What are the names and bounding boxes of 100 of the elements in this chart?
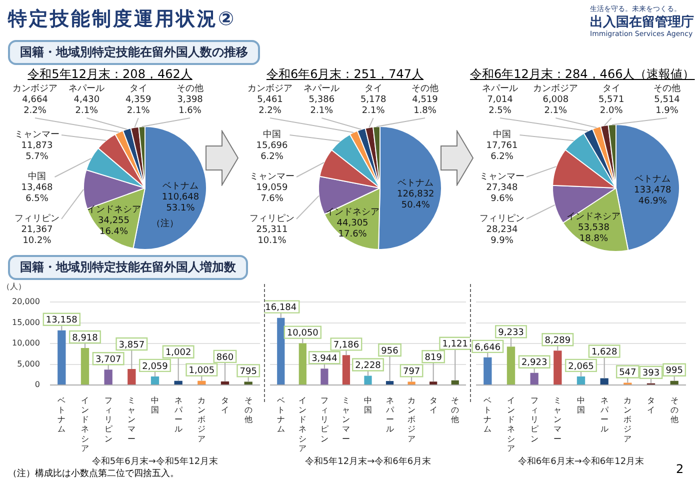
slice-label: ネパール: [482, 84, 518, 94]
y-tick-label: 10,000: [12, 338, 40, 348]
data-label: 9,233: [498, 328, 524, 338]
bar: [244, 382, 252, 384]
data-label: 393: [642, 368, 660, 379]
text: 国籍・地域別特定技能在留外国人数の推移: [8, 40, 260, 65]
x-tick-label: ベトナム: [484, 396, 492, 434]
bar: [364, 376, 372, 384]
data-label: 53,538 18.8%: [578, 222, 610, 244]
slice-label: インドネシア: [86, 204, 141, 215]
x-tick-label: タイ: [429, 396, 438, 414]
data-label: 5,571 2.0%: [598, 94, 624, 116]
data-label: 3,857: [118, 340, 145, 350]
data-label: 1,002: [165, 348, 192, 358]
text: 2: [676, 462, 684, 476]
y-tick-label: 5,000: [17, 359, 40, 368]
slice-label: タイ: [602, 84, 620, 94]
bar: [484, 357, 492, 384]
data-label: 4,519 1.8%: [412, 94, 438, 116]
slice-label: タイ: [364, 84, 382, 94]
slice-label: ベトナム: [634, 174, 671, 184]
x-tick-label: 中国: [577, 396, 585, 414]
bar: [58, 330, 66, 384]
data-label: 956: [381, 346, 399, 356]
data-label: 133,478 46.9%: [634, 185, 672, 206]
text: 特定技能制度運用状況②: [8, 7, 236, 32]
data-label: 819: [424, 352, 442, 363]
slice-label: ネパール: [68, 84, 105, 94]
data-label: 28,234 9.9%: [486, 224, 518, 246]
x-tick-label: カンボジア: [198, 396, 206, 444]
data-label: 7,186: [333, 340, 360, 351]
text: （注）構成比は小数点第二位で四捨五入。: [8, 468, 179, 480]
slice-label: 中国: [493, 128, 511, 140]
bar: [174, 380, 182, 384]
slice-label: フィリピン: [14, 212, 60, 224]
data-label: 6,008 2.1%: [542, 94, 569, 116]
bar: [198, 380, 206, 384]
data-label: 5,514 1.9%: [654, 94, 680, 116]
data-label: 5,386 2.1%: [308, 94, 335, 116]
slice-label: 中国: [263, 128, 281, 140]
bar: [576, 376, 586, 384]
x-tick-label: ミャンマー: [342, 396, 350, 444]
bar: [530, 372, 538, 384]
data-label: 8,918: [72, 333, 98, 344]
data-label: 11,873 5.7%: [21, 140, 53, 162]
bar: [554, 350, 562, 384]
x-tick-label: フィリピン: [104, 396, 112, 444]
data-label: 25,311 10.1%: [256, 224, 288, 246]
slice-label: カンボジア: [12, 82, 58, 94]
chart-title: 令和6年12月末：284，466人（速報値）: [470, 66, 695, 83]
slice-label: ミャンマー: [250, 172, 294, 182]
slice-label: ミャンマー: [14, 130, 60, 140]
slice-label: その他: [412, 82, 438, 94]
y-tick-label: 0: [34, 380, 40, 390]
x-tick-label: ネパール: [173, 396, 184, 434]
x-tick-label: ネパール: [384, 396, 395, 434]
data-label: 10,050: [286, 328, 319, 339]
data-label: 16,184: [265, 303, 297, 314]
bar: [408, 382, 416, 384]
data-label: 27,348 9.6%: [486, 182, 518, 204]
data-label: 3,944: [312, 354, 338, 364]
x-tick-label: その他: [244, 396, 252, 424]
data-label: 17,761 6.2%: [486, 140, 518, 162]
text: 国籍・地域別特定技能在留外国人増加数: [8, 255, 248, 280]
data-label: 15,696 6.2%: [256, 140, 288, 162]
bar: [386, 381, 394, 384]
data-label: 1,005: [188, 366, 215, 376]
slice-label: その他: [176, 82, 204, 94]
x-tick-label: その他: [451, 396, 460, 424]
x-axis-title: 令和6年6月末→令和6年12月末: [518, 456, 644, 467]
slice-label: ネパール: [304, 84, 340, 94]
bar: [104, 370, 112, 384]
x-axis-title: 令和5年6月末→令和5年12月末: [92, 456, 218, 467]
data-label: 110,648 53.1%: [162, 192, 200, 214]
bar: [128, 368, 136, 384]
slice-label: 中国: [28, 170, 46, 182]
x-tick-label: フィリピン: [530, 396, 538, 444]
bar: [430, 382, 438, 384]
data-label: 2,065: [568, 362, 594, 372]
x-tick-label: ベトナム: [58, 396, 66, 434]
data-label: 3,707: [95, 354, 122, 365]
text: 出入国在留管理庁: [590, 14, 694, 30]
bar: [670, 380, 678, 384]
data-label: 5,461 2.2%: [257, 94, 283, 116]
x-tick-label: ミャンマー: [128, 396, 136, 444]
bar: [600, 378, 608, 384]
slice-label: カンボジア: [533, 82, 578, 94]
x-tick-label: 中国: [150, 396, 159, 414]
x-tick-label: カンボジア: [624, 396, 632, 444]
data-label: 4,430 2.1%: [74, 94, 100, 116]
x-tick-label: タイ: [221, 396, 229, 414]
x-tick-label: その他: [670, 396, 678, 424]
slice-label: カンボジア: [248, 82, 292, 94]
data-label: 6,646: [474, 342, 501, 353]
bar: [342, 355, 350, 384]
data-label: 4,359 2.1%: [125, 94, 152, 116]
data-label: 8,289: [544, 336, 571, 346]
chart-title: 令和5年12月末：208，462人: [26, 66, 194, 83]
y-tick-label: 15,000: [12, 318, 40, 327]
x-tick-label: フィリピン: [320, 396, 328, 444]
